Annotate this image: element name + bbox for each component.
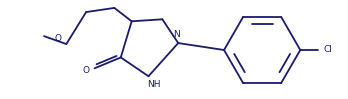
Text: N: N [173, 30, 180, 39]
Text: Cl: Cl [324, 46, 332, 54]
Text: O: O [55, 34, 62, 43]
Text: NH: NH [147, 80, 160, 89]
Text: O: O [82, 66, 89, 75]
